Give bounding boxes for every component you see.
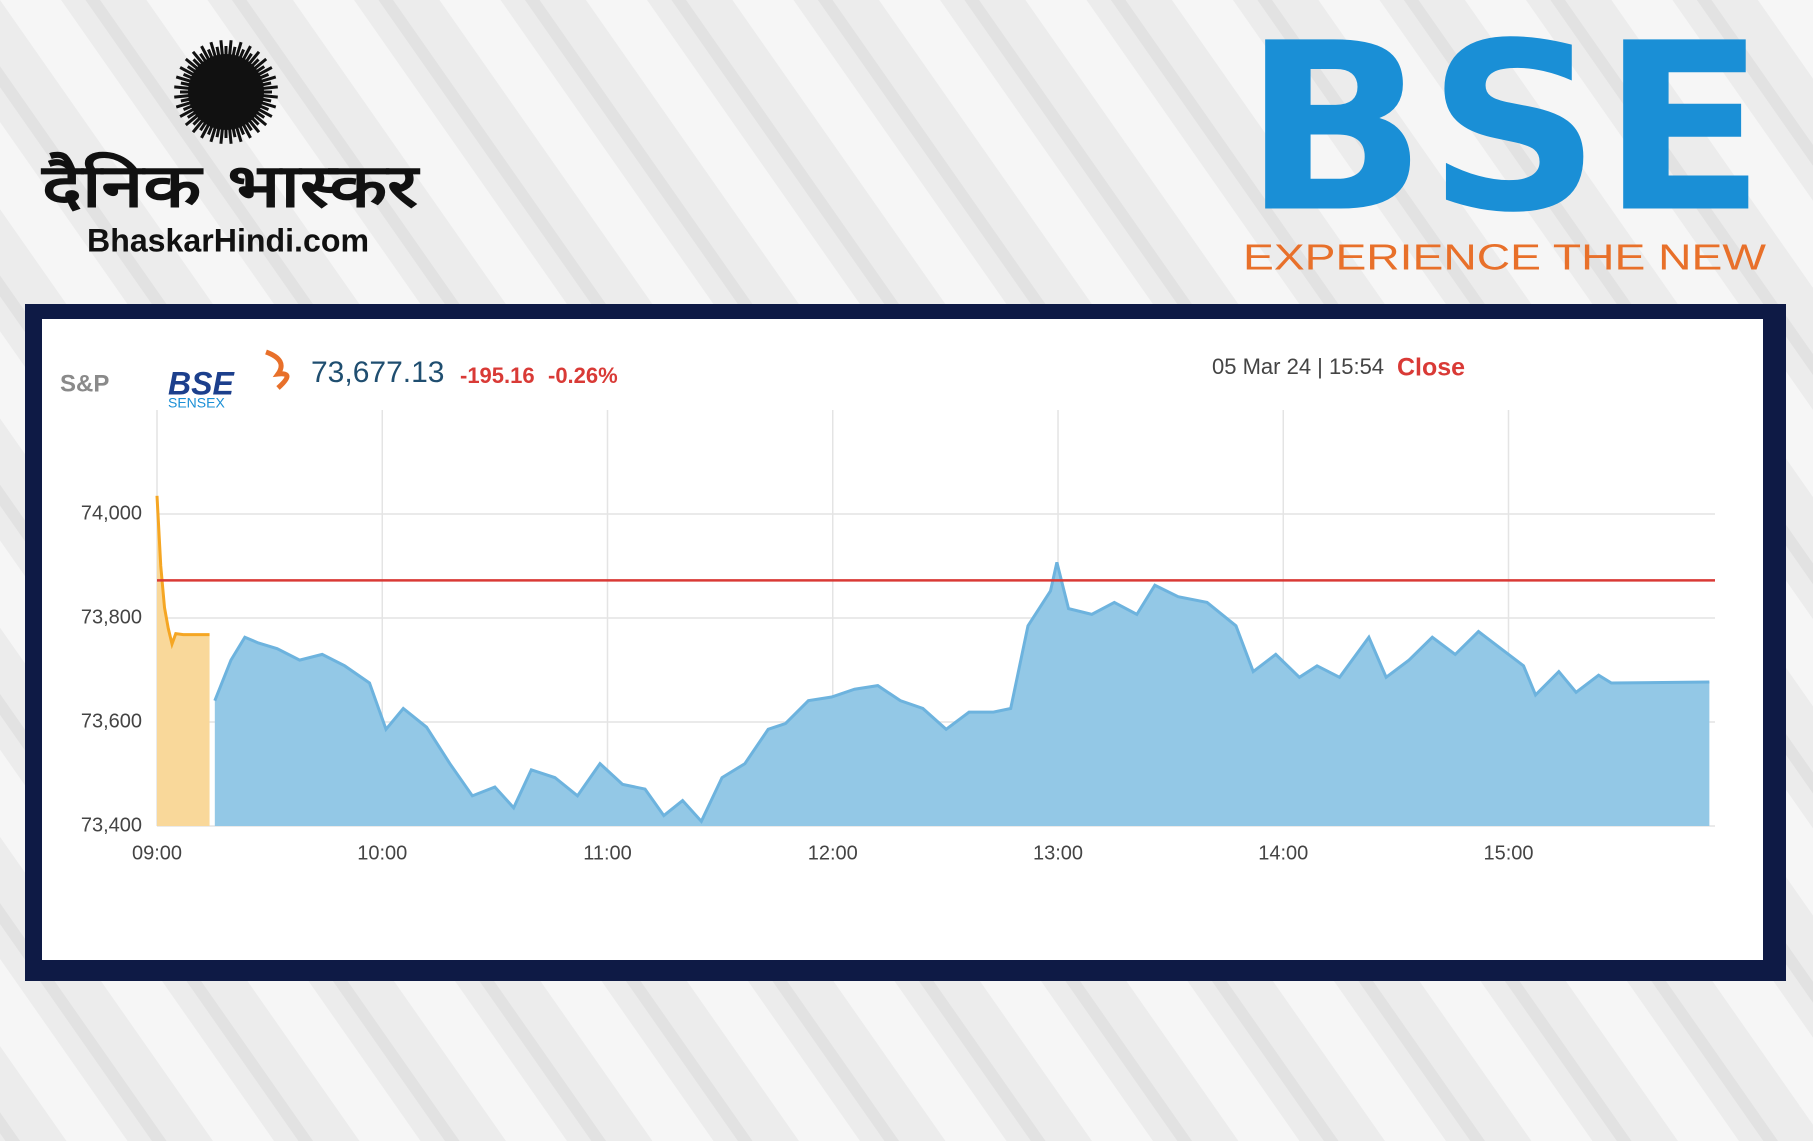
sun-icon [174,40,278,144]
index-logo: S&P BSE SENSEX [60,349,290,411]
index-value: 73,677.13 [311,356,444,389]
sun-rays [174,40,278,144]
market-status: Close [1397,354,1465,382]
bhaskar-logo: दैनिक भास्कर BhaskarHindi.com [41,40,421,258]
area [214,562,1710,826]
x-tick-label: 09:00 [132,842,182,864]
x-tick-label: 15:00 [1483,842,1533,864]
y-tick-label: 73,400 [81,814,142,836]
bse-flame [265,349,290,390]
x-tick-label: 12:00 [808,842,858,864]
date-time: 05 Mar 24 | 15:54 [1212,354,1384,379]
line [213,561,1710,824]
bse-logo: BSE EXPERIENCE THE NEW [1243,0,1766,278]
bse-tagline: EXPERIENCE THE NEW [1243,237,1766,278]
bse-label: BSE [168,365,235,401]
line [155,495,210,650]
y-tick-label: 73,800 [81,606,142,628]
sun-disc [188,54,264,130]
x-tick-label: 10:00 [357,842,407,864]
sensex-label: SENSEX [168,395,225,411]
plot: 73,400 73,600 73,800 74,000 09:00 10:00 11:00 1… [81,410,1715,864]
index-change-pct: -0.26% [548,363,618,388]
site-name: BhaskarHindi.com [87,222,369,258]
x-tick-label: 13:00 [1033,842,1083,864]
x-tick-label: 14:00 [1258,842,1308,864]
hindi-name: दैनिक भास्कर [41,152,421,222]
area [157,495,210,826]
sp-label: S&P [60,370,109,397]
y-tick-label: 74,000 [81,502,142,524]
bse-wordmark: BSE [1243,0,1766,263]
y-tick-label: 73,600 [81,710,142,732]
x-tick-label: 11:00 [583,842,632,864]
index-change: -195.16 [460,363,535,388]
